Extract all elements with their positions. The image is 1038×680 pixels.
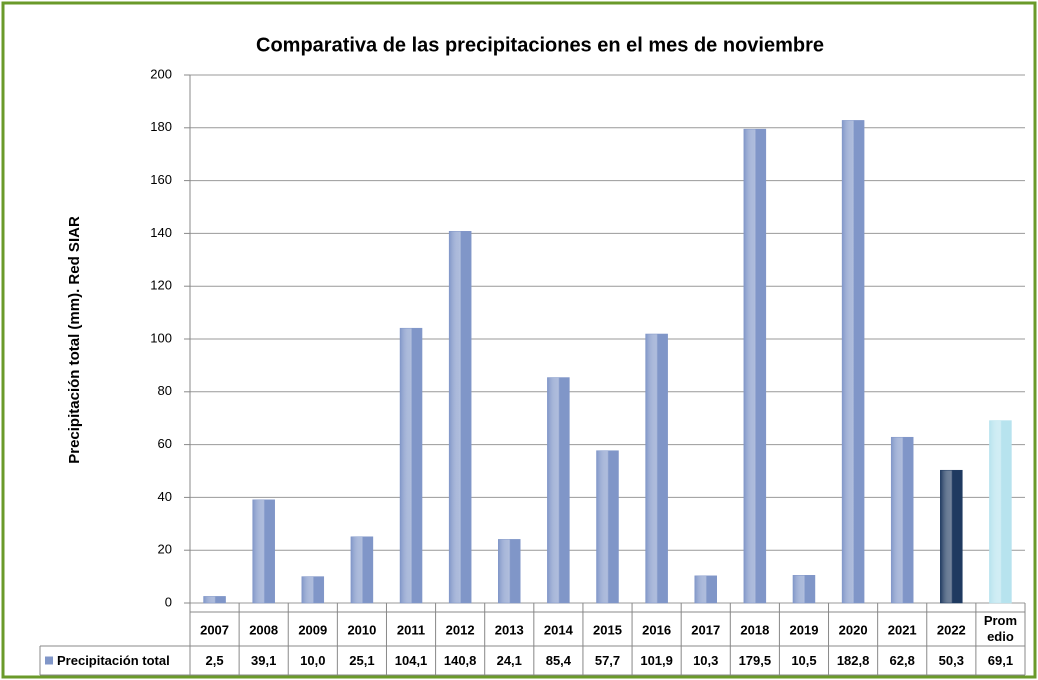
bar [743,128,767,604]
bar [203,596,226,604]
data-label: 140,8 [444,653,477,668]
data-label: 104,1 [395,653,428,668]
data-label: 10,5 [791,653,816,668]
data-label: 10,0 [300,653,325,668]
x-tick-label: 2015 [593,622,622,637]
x-tick-label: 2013 [495,622,524,637]
x-tick-label: 2017 [691,622,720,637]
x-tick-label: 2022 [937,622,966,637]
bar [792,575,816,604]
x-tick-label: 2018 [740,622,769,637]
bar [399,327,423,604]
bar [547,377,570,604]
y-tick-label: 100 [150,330,172,345]
bar [448,231,472,604]
x-tick-label: 2016 [642,622,671,637]
x-tick-label: Prom edio [984,613,1017,644]
y-tick-label: 180 [150,119,172,134]
bar [694,575,717,604]
chart-title: Comparativa de las precipitaciones en el… [256,34,824,56]
data-label: 62,8 [890,653,915,668]
bar [841,120,865,604]
data-label: 182,8 [837,653,870,668]
data-label: 57,7 [595,653,620,668]
x-tick-label: 2014 [544,622,574,637]
y-tick-label: 0 [165,594,172,609]
bar [940,469,963,604]
data-label: 24,1 [497,653,522,668]
bar [989,420,1012,604]
x-tick-label: 2021 [888,622,917,637]
x-tick-label: 2007 [200,622,229,637]
bar [498,539,521,604]
x-tick-label: 2011 [397,622,425,637]
y-tick-label: 200 [150,66,172,81]
x-tick-label-line: edio [987,629,1014,644]
bar [596,450,619,604]
bar [645,333,668,604]
data-label: 2,5 [206,653,224,668]
x-tick-label: 2020 [839,622,868,637]
bar [350,536,374,604]
legend-label: Precipitación total [57,653,170,668]
bar [252,499,275,604]
y-tick-label: 40 [158,489,172,504]
y-tick-label: 120 [150,278,172,293]
x-tick-label: 2008 [249,622,278,637]
y-tick-label: 60 [158,436,172,451]
data-label: 25,1 [349,653,374,668]
x-tick-label-line: Prom [984,613,1017,628]
y-tick-label: 160 [150,172,172,187]
data-label: 101,9 [640,653,673,668]
x-tick-label: 2012 [446,622,475,637]
y-tick-label: 80 [158,383,172,398]
data-label: 50,3 [939,653,964,668]
y-tick-label: 20 [158,542,172,557]
x-tick-label: 2010 [347,622,376,637]
bar [301,576,325,604]
legend-key [45,656,53,665]
data-label: 85,4 [546,653,572,668]
y-tick-label: 140 [150,225,172,240]
data-label: 10,3 [693,653,718,668]
data-label: 179,5 [739,653,772,668]
data-label: 69,1 [988,653,1013,668]
bar [890,436,914,604]
data-label: 39,1 [251,653,276,668]
y-axis-label: Precipitación total (mm). Red SIAR [66,216,83,464]
x-tick-label: 2019 [790,622,819,637]
x-tick-label: 2009 [298,622,327,637]
